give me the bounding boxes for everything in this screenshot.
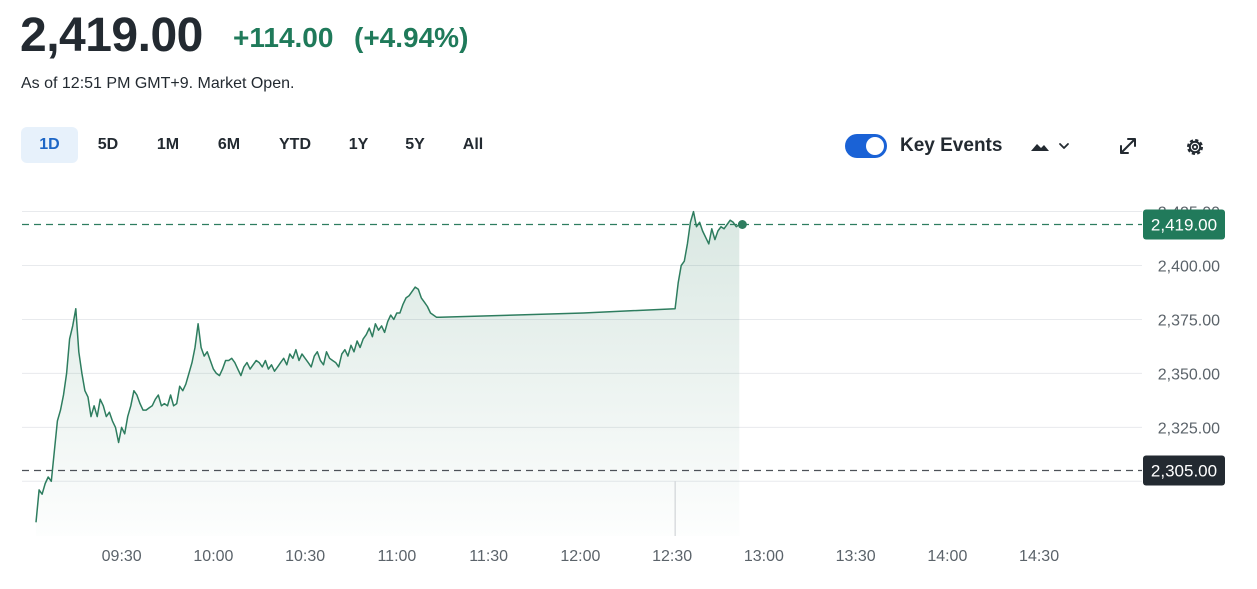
series-line bbox=[35, 210, 740, 523]
x-tick-label: 13:30 bbox=[836, 548, 876, 565]
x-tick-label: 12:00 bbox=[560, 548, 600, 565]
range-button-ytd[interactable]: YTD bbox=[279, 136, 311, 153]
y-tick-label: 2,325.00 bbox=[1158, 420, 1220, 437]
price-change: +114.00 bbox=[233, 22, 334, 53]
key-events-toggle[interactable] bbox=[845, 134, 887, 158]
x-tick-label: 09:30 bbox=[102, 548, 142, 565]
range-button-1m[interactable]: 1M bbox=[156, 136, 180, 153]
current-price: 2,419.00 bbox=[20, 9, 203, 62]
expand-button[interactable] bbox=[1117, 135, 1139, 157]
x-tick-label: 11:00 bbox=[377, 548, 416, 565]
x-tick-label: 11:30 bbox=[469, 548, 508, 565]
x-axis-ticks: 09:30 10:00 10:30 11:00 11:30 12:00 12:30 13:00… bbox=[102, 548, 1060, 565]
chevron-down-icon bbox=[1059, 143, 1069, 149]
range-button-1d[interactable]: 1D bbox=[21, 127, 78, 163]
settings-button[interactable] bbox=[1183, 135, 1207, 159]
x-tick-label: 14:30 bbox=[1019, 548, 1059, 565]
range-button-1y[interactable]: 1Y bbox=[348, 136, 369, 153]
range-button-5d[interactable]: 5D bbox=[97, 136, 119, 153]
y-tick-label: 2,375.00 bbox=[1158, 312, 1220, 329]
current-price-badge-label: 2,419.00 bbox=[1151, 215, 1217, 234]
chart-type-dropdown[interactable] bbox=[1030, 137, 1076, 157]
current-price-badge: 2,419.00 bbox=[1143, 209, 1225, 240]
x-tick-label: 10:30 bbox=[285, 548, 325, 565]
series-area bbox=[36, 211, 740, 536]
x-tick-label: 14:00 bbox=[927, 548, 967, 565]
x-tick-label: 10:00 bbox=[193, 548, 233, 565]
prev-close-badge: 2,305.00 bbox=[1143, 455, 1225, 486]
prev-close-badge-label: 2,305.00 bbox=[1151, 462, 1217, 481]
x-tick-label: 12:30 bbox=[652, 548, 692, 565]
key-events-label: Key Events bbox=[900, 135, 1003, 156]
range-button-6m[interactable]: 6M bbox=[217, 136, 241, 153]
price-change-percent: (+4.94%) bbox=[354, 22, 469, 53]
range-button-5y[interactable]: 5Y bbox=[405, 136, 425, 153]
last-price-dot bbox=[737, 219, 747, 229]
as-of-timestamp: As of 12:51 PM GMT+9. Market Open. bbox=[21, 75, 295, 92]
y-tick-label: 2,350.00 bbox=[1158, 366, 1220, 383]
mountain-chart-icon bbox=[1031, 144, 1049, 151]
toggle-knob bbox=[866, 137, 884, 155]
range-selector: 1D 5D 1M 6M YTD 1Y 5Y All bbox=[21, 127, 503, 163]
y-tick-label: 2,400.00 bbox=[1158, 259, 1220, 276]
range-button-all[interactable]: All bbox=[462, 136, 484, 153]
x-tick-label: 13:00 bbox=[744, 548, 784, 565]
gear-icon bbox=[1187, 139, 1203, 155]
expand-icon bbox=[1120, 138, 1136, 154]
